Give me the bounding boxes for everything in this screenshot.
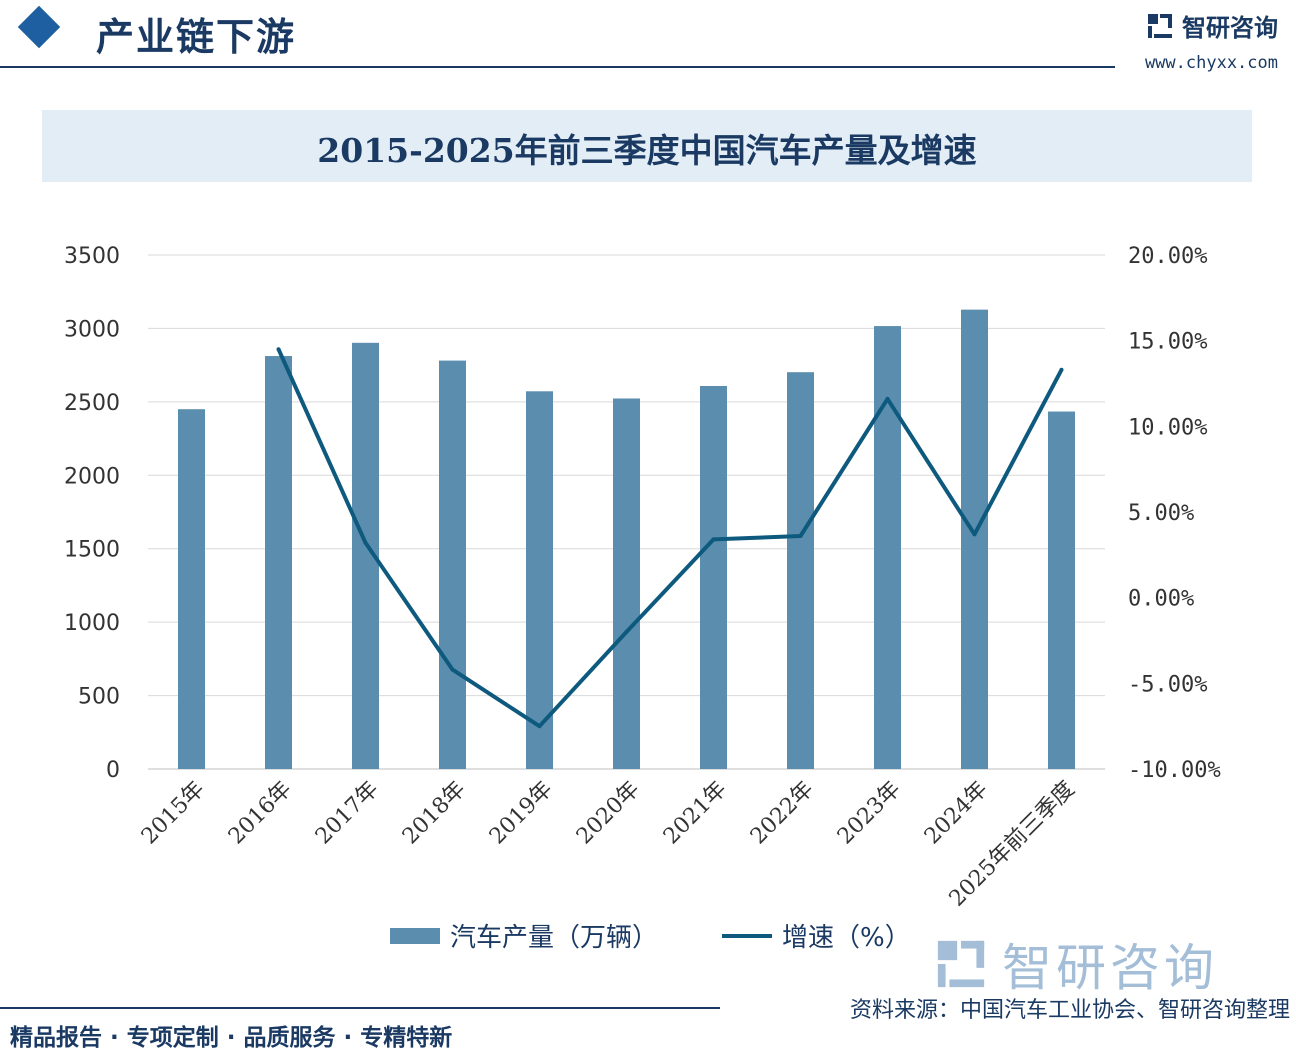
watermark-logo-icon: [937, 940, 985, 988]
x-tick-label: 2016年: [224, 777, 297, 850]
header-divider: [0, 66, 1115, 68]
bar: [526, 391, 553, 769]
bar: [1048, 411, 1075, 769]
y-right-tick-label: 10.00%: [1128, 415, 1207, 440]
source-note: 资料来源：中国汽车工业协会、智研咨询整理: [849, 998, 1290, 1023]
chart-title-band: 2015-2025年前三季度中国汽车产量及增速: [42, 110, 1252, 182]
bar: [439, 360, 466, 769]
y-right-tick-label: 20.00%: [1128, 244, 1207, 269]
growth-point: [363, 540, 368, 545]
growth-point: [276, 347, 281, 352]
x-tick-label: 2021年: [659, 777, 732, 850]
bar: [613, 398, 640, 769]
y-right-tick-label: -5.00%: [1128, 672, 1207, 697]
y-left-tick-label: 3000: [64, 317, 120, 342]
header: 产业链下游 智研咨询 www.chyxx.com: [0, 0, 1296, 73]
x-tick-label: 2023年: [833, 777, 906, 850]
brand-url: www.chyxx.com: [1144, 53, 1278, 73]
x-tick-label: 2015年: [137, 777, 210, 850]
watermark-logo: 智研咨询: [934, 928, 1218, 1000]
growth-point: [972, 532, 977, 537]
brand-name: 智研咨询: [1182, 14, 1278, 42]
legend-bar-swatch: [390, 928, 440, 944]
growth-point: [537, 724, 542, 729]
y-right-tick-label: -10.00%: [1128, 758, 1221, 783]
bar: [961, 309, 988, 769]
y-left-tick-label: 2500: [64, 391, 120, 416]
y-left-tick-label: 3500: [64, 244, 120, 269]
x-tick-label: 2024年: [920, 777, 993, 850]
growth-point: [711, 537, 716, 542]
footer-divider: [0, 1007, 720, 1009]
y-left-tick-label: 1500: [64, 538, 120, 563]
brand: 智研咨询 www.chyxx.com: [1145, 8, 1278, 73]
x-tick-label: 2017年: [311, 777, 384, 850]
bar: [265, 356, 292, 769]
footer-tagline: 精品报告 · 专项定制 · 品质服务 · 专精特新: [10, 1025, 453, 1051]
y-left-tick-label: 1000: [64, 611, 120, 636]
growth-point: [885, 396, 890, 401]
y-left-tick-label: 500: [78, 685, 120, 710]
x-tick-label: 2022年: [746, 777, 819, 850]
x-tick-label: 2020年: [572, 777, 645, 850]
growth-point: [798, 533, 803, 538]
legend-line-label: 增速（%）: [782, 923, 911, 953]
x-tick-label: 2018年: [398, 777, 471, 850]
growth-point: [1059, 367, 1064, 372]
legend-bar-label: 汽车产量（万辆）: [450, 923, 658, 953]
x-tick-label: 2019年: [485, 777, 558, 850]
chart-title: 2015-2025年前三季度中国汽车产量及增速: [317, 131, 977, 170]
bar: [874, 326, 901, 769]
y-right-tick-label: 5.00%: [1128, 501, 1194, 526]
y-left-tick-label: 0: [106, 758, 120, 783]
growth-line: [276, 348, 1064, 729]
brand-logo-icon: [1148, 13, 1172, 38]
bar: [178, 409, 205, 769]
watermark-brand: 智研咨询: [1002, 939, 1218, 997]
y-left-tick-label: 2000: [64, 464, 120, 489]
growth-point: [450, 667, 455, 672]
bar: [700, 385, 727, 769]
y-right-tick-label: 0.00%: [1128, 587, 1194, 612]
growth-point: [624, 629, 629, 634]
y-right-tick-label: 15.00%: [1128, 330, 1207, 355]
section-title: 产业链下游: [96, 15, 297, 59]
bar: [787, 372, 814, 769]
